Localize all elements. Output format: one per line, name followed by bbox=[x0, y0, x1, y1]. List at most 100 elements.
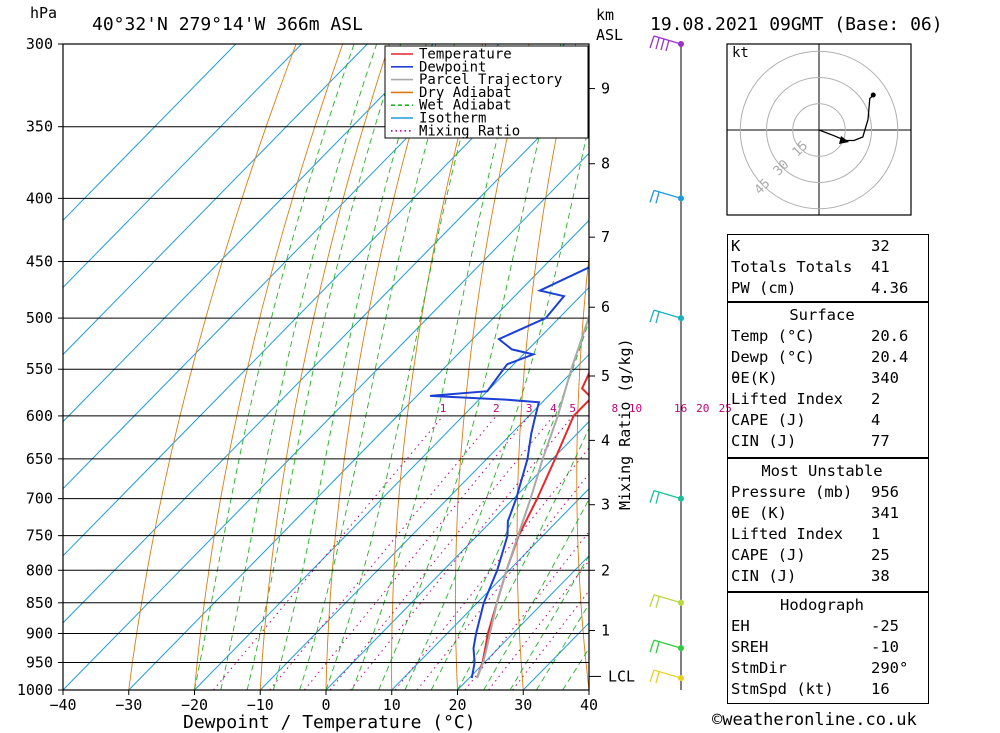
hodograph-ring bbox=[792, 103, 846, 157]
index-value: 25 bbox=[871, 546, 890, 564]
x-axis-label: Dewpoint / Temperature (°C) bbox=[183, 712, 476, 733]
index-value: 16 bbox=[871, 680, 890, 698]
pressure-tick-label: 850 bbox=[26, 594, 53, 612]
mixing-ratio-label: 10 bbox=[629, 402, 642, 415]
km-tick-label: 3 bbox=[601, 496, 610, 514]
wind-barb-flag bbox=[649, 35, 655, 49]
pressure-tick-label: 300 bbox=[26, 35, 53, 53]
index-row: SREH -10 bbox=[727, 637, 917, 658]
index-value: 4.36 bbox=[871, 279, 909, 297]
km-tick-label: 7 bbox=[601, 228, 610, 246]
mixing-ratio-label: 4 bbox=[550, 402, 557, 415]
index-name: K bbox=[731, 237, 741, 255]
wind-barb-flag bbox=[649, 669, 655, 683]
index-value: 4 bbox=[871, 411, 881, 429]
index-name: CAPE (J) bbox=[731, 546, 806, 564]
temperature-tick-label: −30 bbox=[115, 696, 142, 714]
wind-barb bbox=[649, 35, 682, 52]
index-name: PW (cm) bbox=[731, 279, 797, 297]
temperature-tick-label: 0 bbox=[321, 696, 330, 714]
legend-entry: Parcel Trajectory bbox=[419, 72, 562, 88]
wind-barb-staff bbox=[653, 35, 682, 45]
temperature-tick-label: −40 bbox=[49, 696, 76, 714]
index-name: StmDir bbox=[731, 659, 787, 677]
index-row: Pressure (mb) 956 bbox=[727, 482, 917, 503]
pressure-tick-label: 400 bbox=[26, 189, 53, 207]
index-name: Dewp (°C) bbox=[731, 348, 815, 366]
wind-barb bbox=[649, 189, 682, 204]
index-row: K 32 bbox=[727, 236, 917, 257]
index-value: -10 bbox=[871, 638, 899, 656]
temperature-tick-label: 40 bbox=[580, 696, 598, 714]
wind-barb-staff bbox=[653, 309, 682, 319]
index-value: 1 bbox=[871, 525, 881, 543]
most-unstable-title: Most Unstable bbox=[761, 462, 883, 480]
isotherm-line bbox=[259, 353, 589, 690]
index-name: CAPE (J) bbox=[731, 411, 806, 429]
wind-barb-flag bbox=[655, 492, 660, 504]
index-name: θE(K) bbox=[731, 369, 778, 387]
index-row: CAPE (J) 4 bbox=[727, 410, 917, 431]
wind-barb-staff bbox=[653, 490, 682, 500]
index-name: CIN (J) bbox=[731, 432, 797, 450]
wind-barb-flag bbox=[660, 38, 665, 51]
index-value: 290° bbox=[871, 659, 909, 677]
wind-barb bbox=[649, 669, 682, 684]
series-parcel-trajectory bbox=[476, 312, 589, 679]
mixing-ratio-label: 1 bbox=[440, 402, 447, 415]
index-value: -25 bbox=[871, 617, 899, 635]
km-tick-label: 2 bbox=[601, 561, 610, 579]
index-row: Lifted Index 2 bbox=[727, 389, 917, 410]
mixing-ratio-label: 3 bbox=[526, 402, 533, 415]
wind-barb-flag bbox=[649, 594, 655, 608]
wind-barb-flag bbox=[655, 596, 660, 608]
mixing-ratio-label: 5 bbox=[569, 402, 576, 415]
legend-entry: Dewpoint bbox=[419, 59, 486, 75]
index-value: 41 bbox=[871, 258, 890, 276]
pressure-tick-label: 950 bbox=[26, 653, 53, 671]
isotherm-line bbox=[63, 44, 237, 222]
index-row: StmDir 290° bbox=[727, 658, 917, 679]
wind-barb-flag bbox=[649, 309, 655, 323]
isotherm-line bbox=[128, 219, 589, 690]
index-name: Lifted Index bbox=[731, 390, 843, 408]
wind-barb-staff bbox=[653, 639, 682, 649]
wind-barb-staff bbox=[653, 669, 682, 679]
surface-indices: Surface Temp (°C) 20.6 Dewp (°C) 20.4 θE(K) 34… bbox=[727, 305, 917, 452]
indices-box-hodograph bbox=[727, 592, 929, 704]
index-row: CIN (J) 77 bbox=[727, 431, 917, 452]
wet-adiabat-line bbox=[246, 44, 402, 690]
isotherm-line bbox=[63, 44, 434, 423]
index-value: 20.4 bbox=[871, 348, 909, 366]
height-axis: 1 2 3 4 5 6 7 8 9 LCL bbox=[589, 80, 635, 685]
wet-adiabat-line bbox=[378, 44, 562, 690]
temperature-axis: −40 −30 −20 −10 0 10 20 30 40 bbox=[49, 690, 598, 714]
series-dewpoint bbox=[430, 266, 589, 679]
mixing-ratio-label: 2 bbox=[493, 402, 500, 415]
wind-barb-flag bbox=[649, 190, 655, 203]
index-name: Pressure (mb) bbox=[731, 483, 853, 501]
isotherm-line bbox=[63, 85, 589, 624]
index-value: 340 bbox=[871, 369, 899, 387]
indices-box-most-unstable bbox=[727, 458, 929, 592]
isotherm-line bbox=[391, 488, 589, 690]
km-tick-label: 6 bbox=[601, 298, 610, 316]
wind-barb-flag bbox=[655, 311, 660, 324]
index-row: Lifted Index 1 bbox=[727, 524, 917, 545]
indices-box-surface bbox=[727, 302, 929, 458]
legend-entry: Mixing Ratio bbox=[419, 123, 520, 139]
wet-adiabat-line bbox=[272, 44, 427, 690]
wind-barb-flag bbox=[655, 37, 660, 50]
isotherm-line bbox=[325, 420, 589, 690]
mixing-ratio-label: 20 bbox=[696, 402, 709, 415]
index-name: Lifted Index bbox=[731, 525, 843, 543]
pressure-tick-label: 600 bbox=[26, 407, 53, 425]
index-row: Dewp (°C) 20.4 bbox=[727, 347, 917, 368]
credit-text: ©weatheronline.co.uk bbox=[712, 710, 917, 730]
legend-entry: Dry Adiabat bbox=[419, 85, 512, 101]
legend-entry: Isotherm bbox=[419, 111, 486, 127]
indices-box-general bbox=[727, 234, 929, 302]
